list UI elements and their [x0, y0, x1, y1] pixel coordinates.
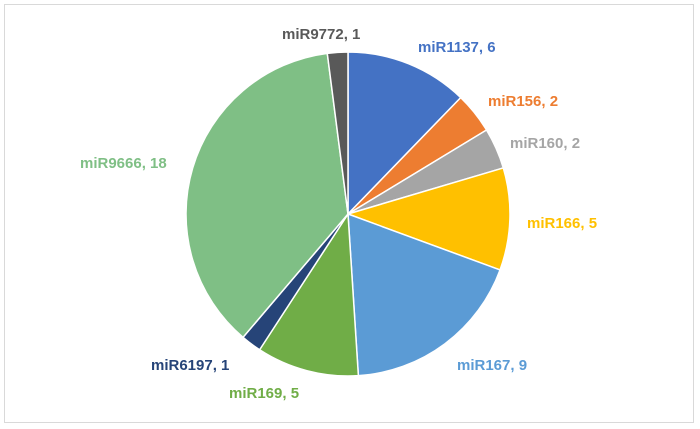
data-label-mir9666: miR9666, 18 [80, 155, 167, 172]
data-label-mir167: miR167, 9 [457, 357, 527, 374]
pie-slice-mir9772 [326, 51, 349, 215]
data-label-mir169: miR169, 5 [229, 385, 299, 402]
pie-slice-mir1137 [347, 51, 462, 216]
data-label-mir160: miR160, 2 [510, 135, 580, 152]
pie-slices [185, 51, 511, 377]
data-label-mir1137: miR1137, 6 [418, 39, 496, 56]
data-label-mir9772: miR9772, 1 [282, 26, 360, 43]
pie-slice-mir9666 [185, 52, 349, 339]
data-label-mir156: miR156, 2 [488, 93, 558, 110]
data-label-mir166: miR166, 5 [527, 215, 597, 232]
data-label-mir6197: miR6197, 1 [151, 357, 229, 374]
pie-slice-mir166 [345, 166, 511, 271]
pie-slice-mir167 [347, 212, 501, 377]
pie-slice-mir169 [258, 211, 360, 377]
pie-labels: miR1137, 6 miR156, 2 miR160, 2 miR166, 5 miR… [80, 26, 597, 402]
